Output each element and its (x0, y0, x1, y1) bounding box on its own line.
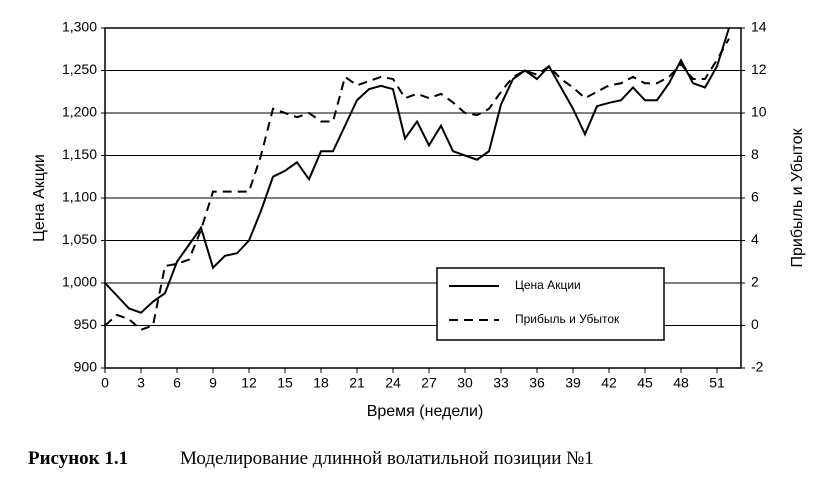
x-tick-label: 51 (709, 375, 725, 391)
x-tick-label: 33 (493, 375, 509, 391)
x-tick-label: 0 (101, 375, 109, 391)
legend-box (436, 267, 665, 341)
y-tick-label: 900 (74, 359, 98, 375)
y-tick-label: 1,250 (62, 61, 97, 77)
y-tick-label: 1,200 (62, 104, 97, 120)
caption-text: Моделирование длинной волатильной позици… (180, 448, 594, 469)
series-line (104, 27, 730, 314)
plot-frame (104, 27, 742, 369)
legend-label: Прибыль и Убыток (515, 312, 620, 326)
x-tick-label: 48 (673, 375, 689, 391)
y-tick-label: 950 (74, 316, 98, 332)
x-tick-label: 21 (349, 375, 365, 391)
x-tick-label: 30 (457, 375, 473, 391)
y2-tick-label: 12 (751, 61, 767, 77)
x-tick-label: 12 (241, 375, 257, 391)
series-line (104, 38, 730, 331)
x-tick-label: 42 (601, 375, 617, 391)
y-tick-label: 1,050 (62, 231, 97, 247)
x-tick-label: 18 (313, 375, 329, 391)
y2-tick-label: 2 (751, 274, 759, 290)
caption-label: Рисунок 1.1 (28, 448, 129, 469)
y-tick-label: 1,100 (62, 189, 97, 205)
x-tick-label: 3 (137, 375, 145, 391)
x-tick-label: 45 (637, 375, 653, 391)
x-axis-label: Время (недели) (367, 403, 484, 420)
y2-tick-label: 4 (751, 231, 759, 247)
y2-tick-label: 14 (751, 19, 767, 35)
x-tick-label: 27 (421, 375, 437, 391)
y2-tick-label: -2 (751, 359, 764, 375)
y-tick-label: 1,150 (62, 146, 97, 162)
x-tick-label: 9 (209, 375, 217, 391)
y-tick-label: 1,000 (62, 274, 97, 290)
legend-label: Цена Акции (515, 278, 581, 292)
x-tick-label: 6 (173, 375, 181, 391)
y2-tick-label: 6 (751, 189, 759, 205)
y-axis-label: Цена Акции (31, 154, 48, 242)
y-tick-label: 1,300 (62, 19, 97, 35)
y2-axis-label: Прибыль и Убыток (789, 127, 806, 267)
x-tick-label: 36 (529, 375, 545, 391)
y2-tick-label: 10 (751, 104, 767, 120)
y2-tick-label: 8 (751, 146, 759, 162)
x-tick-label: 15 (277, 375, 293, 391)
chart: Время (недели) Цена Акции Прибыль и Убыт… (31, 19, 806, 421)
x-tick-label: 24 (385, 375, 401, 391)
caption: Рисунок 1.1 Моделирование длинной волатил… (28, 448, 594, 470)
y2-tick-label: 0 (751, 316, 759, 332)
x-tick-label: 39 (565, 375, 581, 391)
